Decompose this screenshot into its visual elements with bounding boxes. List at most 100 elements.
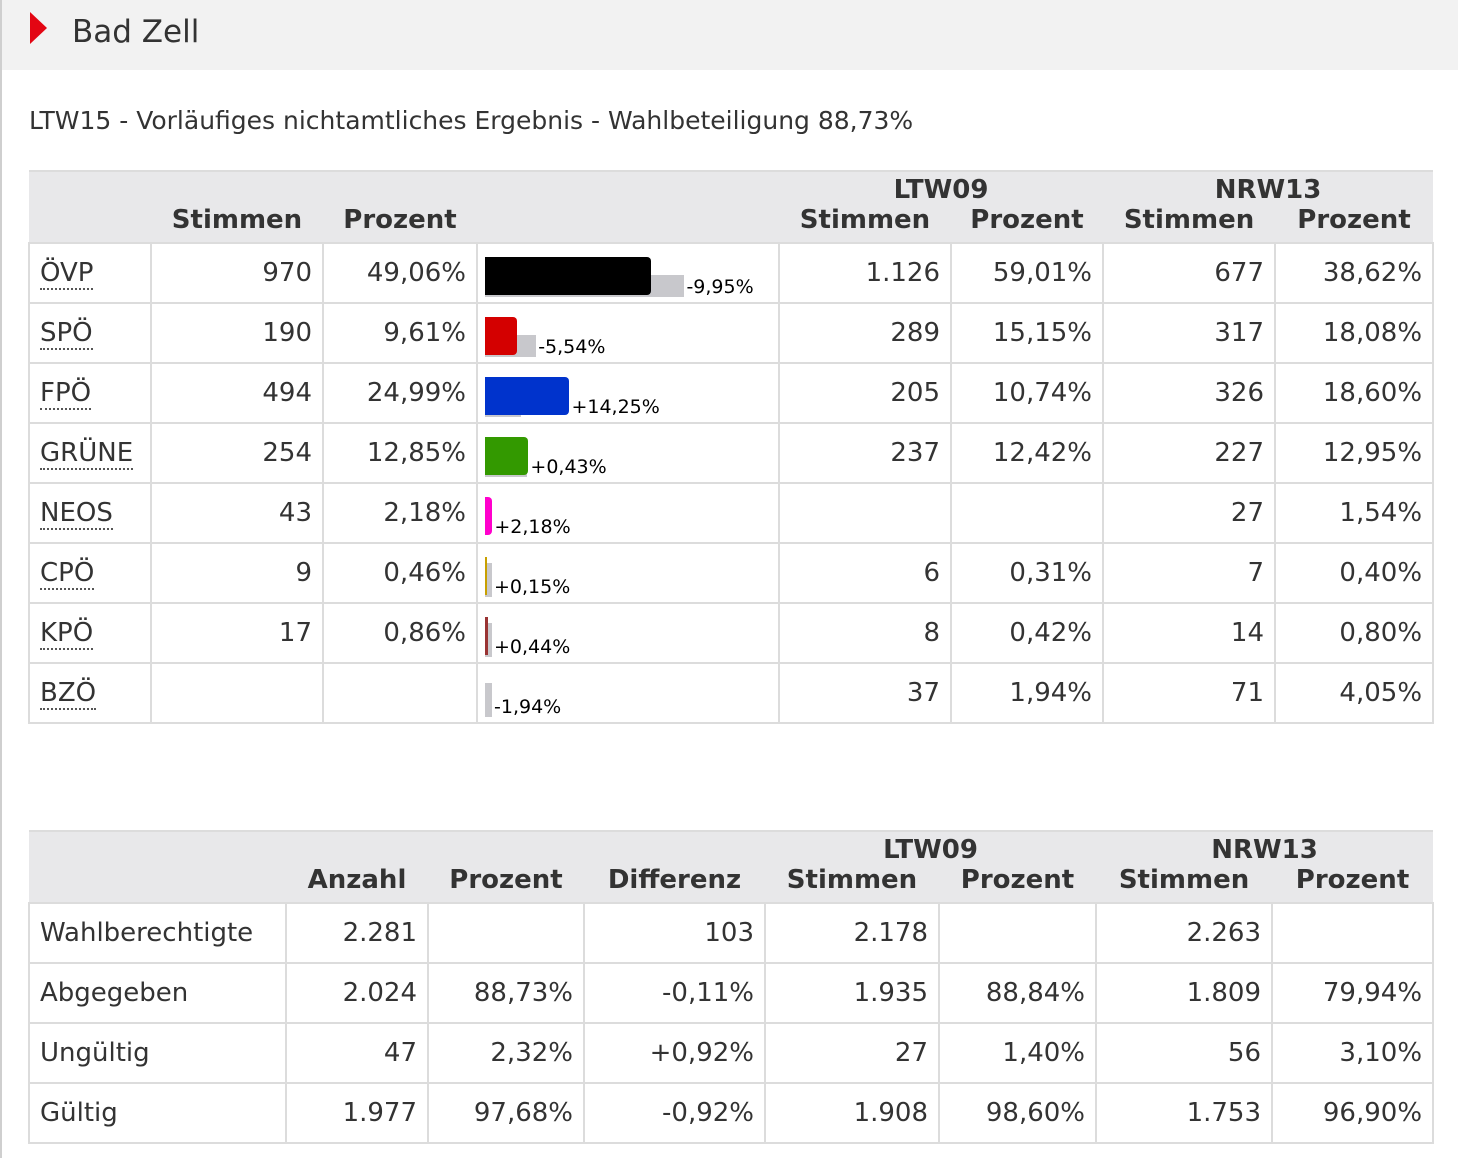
ltw09-votes-cell: 237 bbox=[778, 422, 952, 484]
red-arrow-icon bbox=[30, 12, 47, 44]
previous-result-bar bbox=[485, 623, 492, 657]
summary-percent-cell: 2,32% bbox=[427, 1022, 585, 1084]
ltw09-percent-cell: 10,74% bbox=[949, 362, 1105, 424]
col-summary-ltw09-prozent: Prozent bbox=[939, 865, 1097, 904]
differenz-cell: 103 bbox=[583, 902, 766, 964]
differenz-cell: +0,92% bbox=[583, 1022, 766, 1084]
differenz-cell: -0,92% bbox=[583, 1082, 766, 1144]
current-result-bar bbox=[485, 617, 488, 655]
nrw13-percent-cell: 0,40% bbox=[1274, 542, 1435, 604]
bar-cell: -1,94% bbox=[476, 662, 780, 724]
votes-cell: 494 bbox=[150, 362, 324, 424]
party-name-cell: KPÖ bbox=[28, 602, 152, 664]
nrw13-group-header: NRW13 bbox=[1103, 170, 1434, 205]
nrw13-percent-cell: 18,60% bbox=[1274, 362, 1435, 424]
party-name-cell: GRÜNE bbox=[28, 422, 152, 484]
ltw09-percent-cell: 15,15% bbox=[949, 302, 1105, 364]
turnout-summary-table: LTW09 NRW13 Anzahl Prozent Differenz Sti… bbox=[28, 830, 1435, 1144]
party-name-link[interactable]: SPÖ bbox=[40, 318, 93, 350]
nrw13-percent-cell: 4,05% bbox=[1274, 662, 1435, 724]
previous-result-bar bbox=[485, 683, 492, 717]
percent-cell: 0,86% bbox=[322, 602, 478, 664]
col-summary-ltw09-stimmen: Stimmen bbox=[765, 865, 939, 904]
percent-cell: 49,06% bbox=[322, 242, 478, 304]
ltw09-votes-cell: 205 bbox=[778, 362, 952, 424]
summary-percent-cell bbox=[427, 902, 585, 964]
summary-nrw13-votes-cell: 56 bbox=[1095, 1022, 1274, 1084]
percent-cell: 9,61% bbox=[322, 302, 478, 364]
party-results-table: LTW09 NRW13 Stimmen Prozent Stimmen Proz… bbox=[28, 170, 1435, 724]
current-result-bar bbox=[485, 377, 570, 415]
summary-ltw09-percent-cell: 88,84% bbox=[937, 962, 1098, 1024]
bar-cell: -9,95% bbox=[476, 242, 780, 304]
party-name-cell: CPÖ bbox=[28, 542, 152, 604]
current-result-bar bbox=[485, 497, 493, 535]
bar-cell: -5,54% bbox=[476, 302, 780, 364]
anzahl-cell: 2.024 bbox=[285, 962, 429, 1024]
summary-nrw13-abbr[interactable]: NRW13 bbox=[1211, 835, 1318, 865]
summary-ltw09-votes-cell: 1.908 bbox=[764, 1082, 940, 1144]
anzahl-cell: 1.977 bbox=[285, 1082, 429, 1144]
nrw13-votes-cell: 677 bbox=[1102, 242, 1277, 304]
party-row: KPÖ 17 0,86% +0,44% 8 0,42% 14 0,80% bbox=[28, 602, 1435, 664]
percent-cell: 2,18% bbox=[322, 482, 478, 544]
summary-nrw13-percent-cell: 96,90% bbox=[1271, 1082, 1435, 1144]
summary-nrw13-votes-cell: 1.753 bbox=[1095, 1082, 1274, 1144]
party-name-link[interactable]: GRÜNE bbox=[40, 438, 134, 470]
summary-label-cell: Ungültig bbox=[28, 1022, 287, 1084]
bar-cell: +14,25% bbox=[476, 362, 780, 424]
party-name-link[interactable]: FPÖ bbox=[40, 378, 92, 410]
nrw13-votes-cell: 326 bbox=[1102, 362, 1277, 424]
summary-ltw09-percent-cell: 1,40% bbox=[937, 1022, 1098, 1084]
difference-label: +2,18% bbox=[494, 516, 571, 538]
summary-nrw13-percent-cell bbox=[1271, 902, 1435, 964]
ltw09-percent-cell: 1,94% bbox=[949, 662, 1105, 724]
votes-cell: 254 bbox=[150, 422, 324, 484]
nrw13-votes-cell: 71 bbox=[1102, 662, 1277, 724]
difference-label: +0,43% bbox=[530, 456, 607, 478]
party-row: FPÖ 494 24,99% +14,25% 205 10,74% 326 18,60% bbox=[28, 362, 1435, 424]
summary-label-cell: Gültig bbox=[28, 1082, 287, 1144]
ltw09-abbr[interactable]: LTW09 bbox=[893, 175, 989, 205]
percent-cell: 24,99% bbox=[322, 362, 478, 424]
ltw09-votes-cell: 289 bbox=[778, 302, 952, 364]
page-title: Bad Zell bbox=[72, 14, 200, 50]
col-summary-nrw13-prozent: Prozent bbox=[1272, 865, 1434, 904]
difference-label: -9,95% bbox=[686, 276, 754, 298]
summary-ltw09-votes-cell: 1.935 bbox=[764, 962, 940, 1024]
party-name-link[interactable]: NEOS bbox=[40, 498, 113, 530]
nrw13-votes-cell: 227 bbox=[1102, 422, 1277, 484]
party-row: NEOS 43 2,18% +2,18% 27 1,54% bbox=[28, 482, 1435, 544]
votes-cell: 970 bbox=[150, 242, 324, 304]
page-left-border bbox=[0, 0, 2, 1158]
difference-label: -1,94% bbox=[494, 696, 562, 718]
party-name-link[interactable]: CPÖ bbox=[40, 558, 95, 590]
party-row: GRÜNE 254 12,85% +0,43% 237 12,42% 227 12,95% bbox=[28, 422, 1435, 484]
summary-row: Abgegeben 2.024 88,73% -0,11% 1.935 88,84% 1.8… bbox=[28, 962, 1435, 1024]
nrw13-votes-cell: 14 bbox=[1102, 602, 1277, 664]
previous-result-bar bbox=[485, 563, 492, 597]
party-name-link[interactable]: KPÖ bbox=[40, 618, 94, 650]
ltw09-percent-cell: 0,31% bbox=[949, 542, 1105, 604]
anzahl-cell: 47 bbox=[285, 1022, 429, 1084]
difference-label: +14,25% bbox=[571, 396, 660, 418]
votes-cell: 17 bbox=[150, 602, 324, 664]
party-name-link[interactable]: ÖVP bbox=[40, 258, 94, 290]
summary-ltw09-abbr[interactable]: LTW09 bbox=[883, 835, 978, 865]
nrw13-abbr[interactable]: NRW13 bbox=[1214, 175, 1322, 205]
percent-cell: 12,85% bbox=[322, 422, 478, 484]
bar-cell: +0,15% bbox=[476, 542, 780, 604]
party-name-link[interactable]: BZÖ bbox=[40, 678, 97, 710]
ltw09-votes-cell: 8 bbox=[778, 602, 952, 664]
party-row: SPÖ 190 9,61% -5,54% 289 15,15% 317 18,08% bbox=[28, 302, 1435, 364]
summary-ltw09-percent-cell bbox=[937, 902, 1098, 964]
current-result-bar bbox=[485, 437, 529, 475]
municipality-header: Bad Zell bbox=[2, 0, 1458, 70]
summary-percent-cell: 97,68% bbox=[427, 1082, 585, 1144]
nrw13-votes-cell: 317 bbox=[1102, 302, 1277, 364]
col-prozent: Prozent bbox=[323, 205, 477, 244]
current-result-bar bbox=[485, 557, 487, 595]
party-row: CPÖ 9 0,46% +0,15% 6 0,31% 7 0,40% bbox=[28, 542, 1435, 604]
bar-cell: +0,44% bbox=[476, 602, 780, 664]
nrw13-votes-cell: 7 bbox=[1102, 542, 1277, 604]
